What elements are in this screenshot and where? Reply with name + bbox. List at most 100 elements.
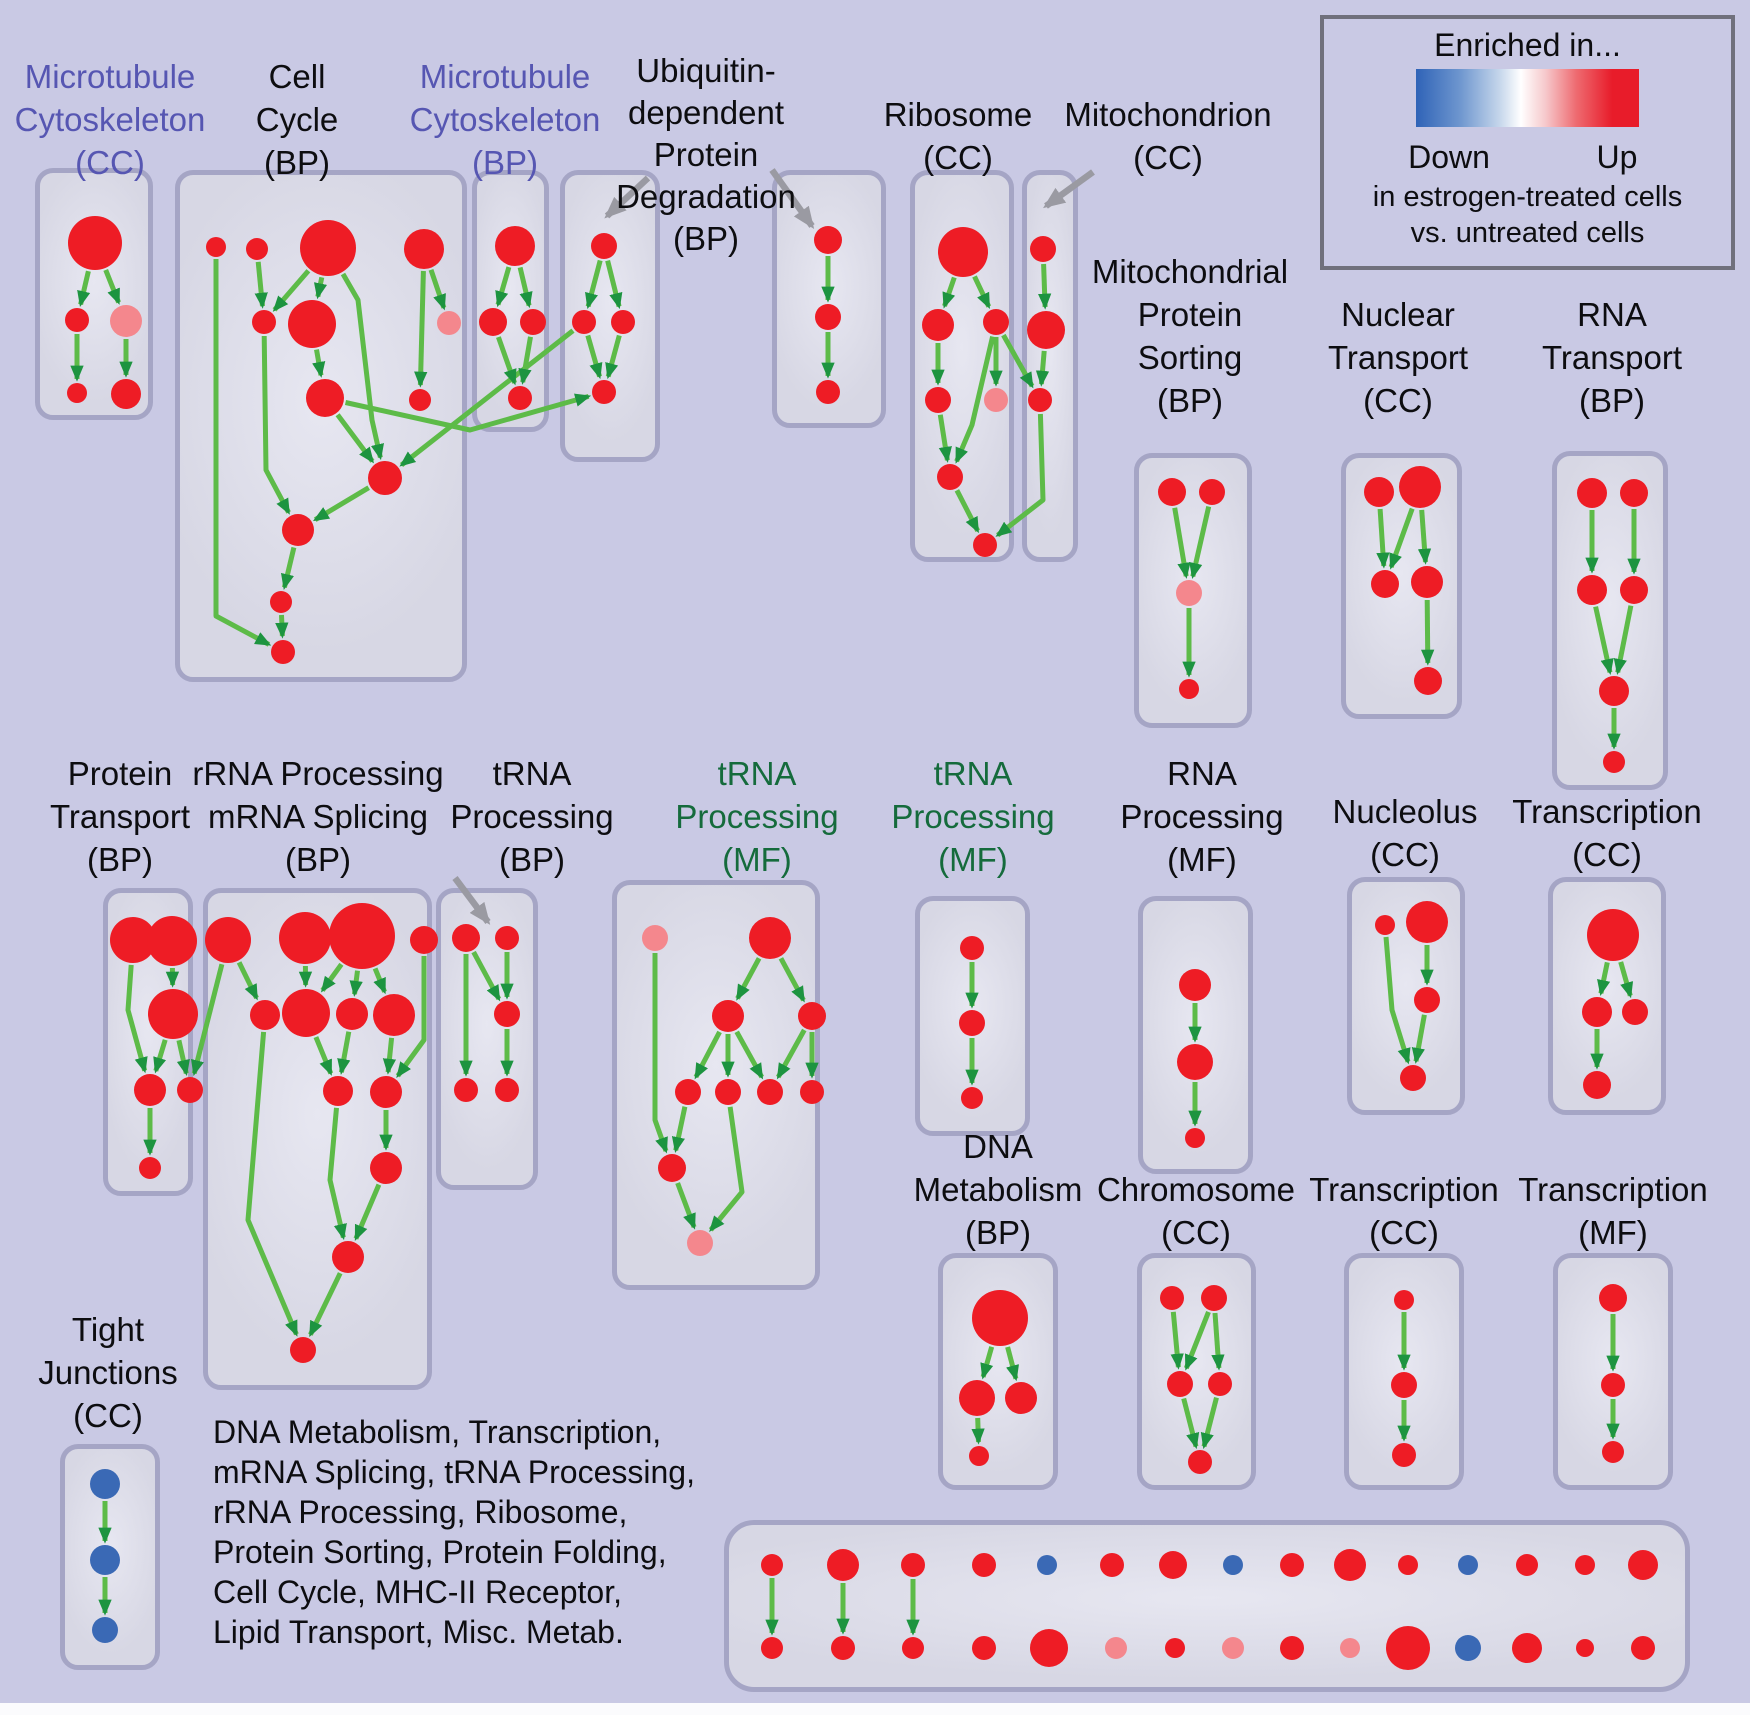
gene-term-node — [452, 924, 480, 952]
term-label-line: Ribosome — [883, 96, 1033, 133]
gene-term-node — [246, 238, 268, 260]
gene-term-node — [271, 640, 295, 664]
gene-term-node — [68, 216, 122, 270]
term-label-transcription-cc-1: Transcription (CC) — [1437, 790, 1750, 876]
term-label-line: Tight — [71, 1311, 145, 1348]
gene-term-node — [1037, 1555, 1057, 1575]
gene-term-node — [815, 304, 841, 330]
gene-term-node — [110, 305, 142, 337]
gene-term-node — [1400, 1065, 1426, 1091]
term-label-line: (CC) — [73, 1397, 143, 1434]
term-label-line: Protein — [653, 136, 759, 173]
gene-term-node — [370, 1076, 402, 1108]
gene-term-node — [147, 916, 197, 966]
term-label-line: Ubiquitin- — [636, 52, 776, 89]
term-label-line: Sorting — [1137, 339, 1243, 376]
gene-term-node — [798, 1002, 826, 1030]
term-label-line: (BP) — [673, 220, 739, 257]
gene-term-node — [1201, 1285, 1227, 1311]
term-box-dna-metabolism — [938, 1253, 1058, 1490]
term-label-line: (BP) — [1579, 382, 1645, 419]
gene-term-node — [1620, 479, 1648, 507]
gene-term-node — [1208, 1372, 1232, 1396]
term-label-line: (CC) — [1370, 836, 1440, 873]
gene-term-node — [1576, 1639, 1594, 1657]
term-label-ribosome-cc: Ribosome (CC) — [788, 93, 1128, 179]
term-label-line: Transcription — [1309, 1171, 1499, 1208]
gene-term-node — [90, 1469, 120, 1499]
gene-term-node — [1458, 1555, 1478, 1575]
gene-term-node — [206, 237, 226, 257]
gene-term-node — [658, 1154, 686, 1182]
term-label-line: (CC) — [1133, 139, 1203, 176]
misc-categories-note: DNA Metabolism, Transcription, mRNA Splic… — [213, 1412, 695, 1652]
gene-term-node — [1159, 1551, 1187, 1579]
gene-term-node — [290, 1337, 316, 1363]
gene-term-node — [1105, 1637, 1127, 1659]
term-label-line: Processing — [675, 798, 839, 835]
term-label-line: tRNA — [933, 755, 1013, 792]
gene-term-node — [959, 1010, 985, 1036]
gene-term-node — [1631, 1636, 1655, 1660]
gene-term-node — [306, 379, 344, 417]
gene-term-node — [495, 926, 519, 950]
gene-term-node — [1512, 1633, 1542, 1663]
gene-term-node — [279, 912, 331, 964]
gene-term-node — [1599, 1284, 1627, 1312]
legend-subtitle-1: in estrogen-treated cells — [1372, 181, 1683, 213]
gene-term-node — [404, 229, 444, 269]
term-label-line: Protein — [1137, 296, 1243, 333]
term-label-transcription-cc-2: Transcription (CC) — [1234, 1168, 1574, 1254]
gene-term-node — [479, 308, 507, 336]
gene-term-node — [1375, 915, 1395, 935]
gene-term-node — [1280, 1553, 1304, 1577]
gene-term-node — [1577, 478, 1607, 508]
legend-down-label: Down — [1408, 139, 1490, 175]
gene-term-node — [332, 1241, 364, 1273]
gene-term-node — [591, 233, 617, 259]
gene-term-node — [1222, 1637, 1244, 1659]
term-label-line: dependent — [628, 94, 784, 131]
gene-term-node — [642, 925, 668, 951]
gene-term-node — [1158, 478, 1186, 506]
term-label-line: (BP) — [499, 841, 565, 878]
term-label-line: RNA — [1577, 296, 1647, 333]
misc-categories-note-line: mRNA Splicing, tRNA Processing, — [213, 1454, 695, 1490]
gene-term-node — [1411, 566, 1443, 598]
gene-term-node — [1030, 1629, 1068, 1667]
term-label-line: Transcription — [1512, 793, 1702, 830]
gene-term-node — [495, 226, 535, 266]
gene-term-node — [1394, 1290, 1414, 1310]
gene-term-node — [177, 1077, 203, 1103]
gene-term-node — [1280, 1636, 1304, 1660]
term-label-line: (BP) — [472, 144, 538, 181]
term-label-line: Degradation — [616, 178, 796, 215]
gene-term-node — [1601, 1373, 1625, 1397]
gene-term-node — [1577, 575, 1607, 605]
term-label-trna-processing-mf-2: tRNA Processing (MF) — [803, 752, 1143, 881]
term-label-tight-junctions-cc: Tight Junctions (CC) — [0, 1308, 278, 1437]
term-label-line: rRNA Processing — [192, 755, 444, 792]
gene-term-node — [368, 461, 402, 495]
gene-term-node — [92, 1617, 118, 1643]
gene-term-node — [437, 311, 461, 335]
gene-term-node — [250, 1000, 280, 1030]
gene-term-node — [937, 464, 963, 490]
term-label-line: (MF) — [1578, 1214, 1648, 1251]
gene-term-node — [959, 1380, 995, 1416]
term-box-rna-transport — [1552, 451, 1668, 790]
term-label-chromosome-cc: Chromosome (CC) — [1026, 1168, 1366, 1254]
term-label-line: (MF) — [722, 841, 792, 878]
gene-term-node — [1599, 676, 1629, 706]
term-box-misc-strip — [724, 1520, 1690, 1692]
gene-term-node — [1582, 997, 1612, 1027]
gene-term-node — [1340, 1638, 1360, 1658]
term-label-line: Transport — [50, 798, 190, 835]
term-label-protein-transport-bp: Protein Transport (BP) — [0, 752, 290, 881]
term-label-line: (BP) — [87, 841, 153, 878]
gene-term-node — [1160, 1286, 1184, 1310]
term-label-transcription-mf: Transcription (MF) — [1443, 1168, 1750, 1254]
term-label-mito-protein-sorting-bp: Mitochondrial Protein Sorting (BP) — [1020, 250, 1360, 422]
term-label-line: Chromosome — [1096, 1171, 1296, 1208]
